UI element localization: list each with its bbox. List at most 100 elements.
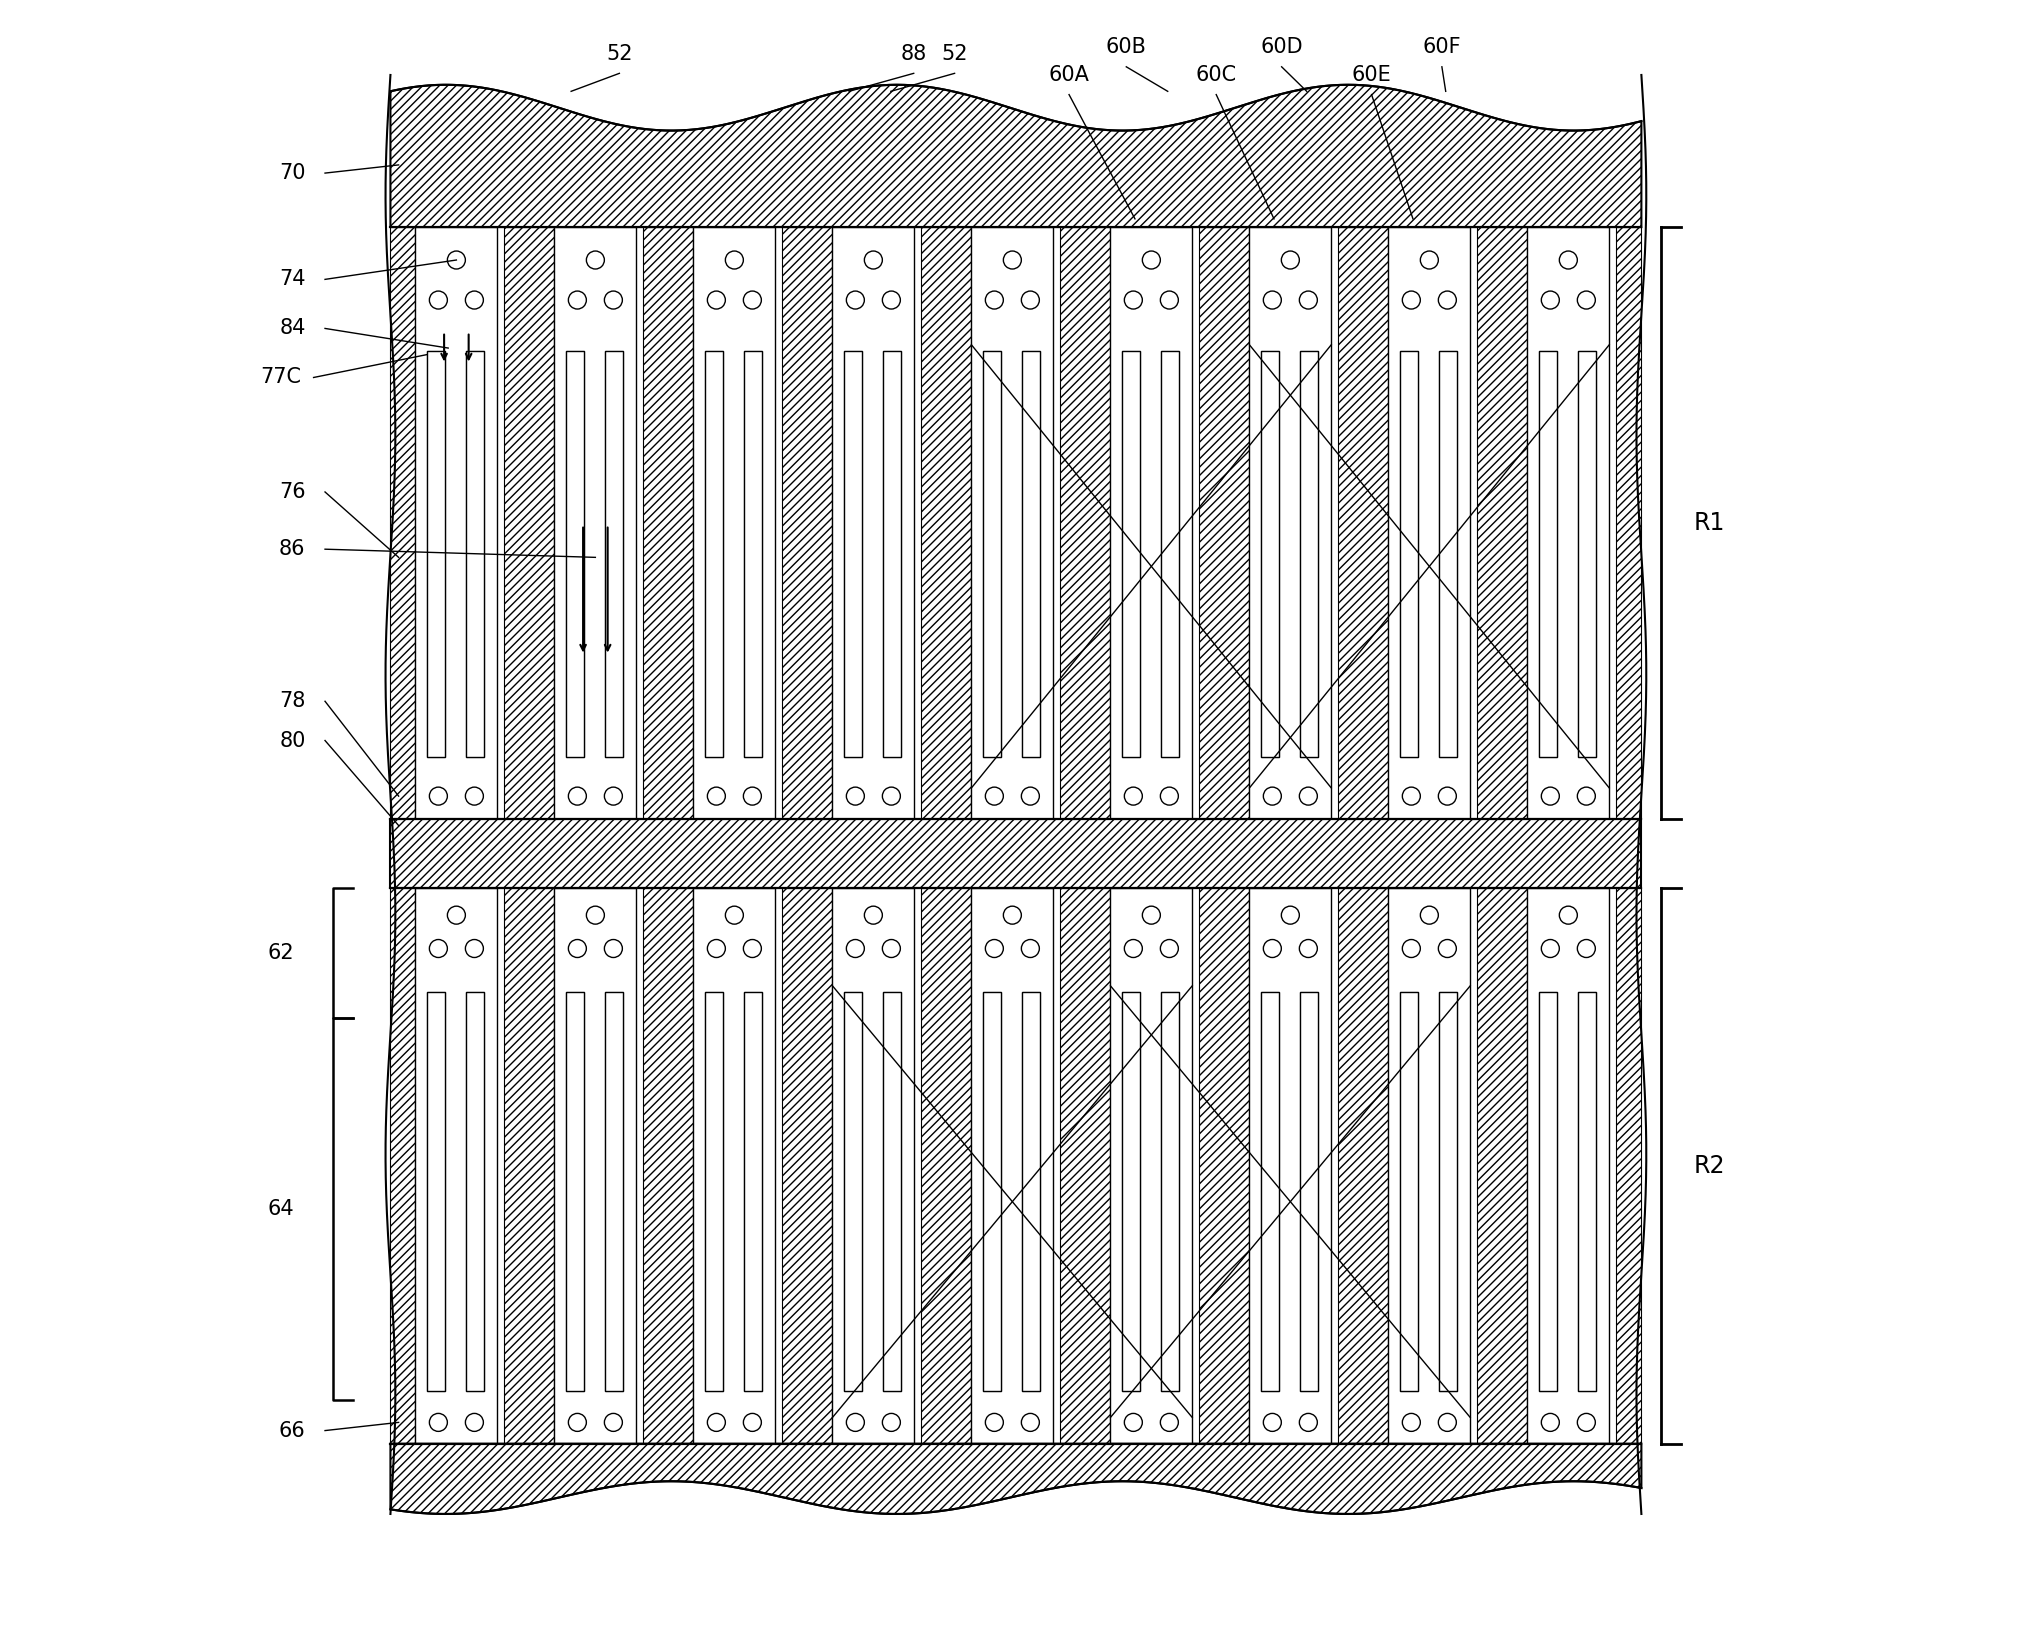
Bar (1578, 993, 1594, 1391)
Bar (1060, 888, 1109, 1443)
Bar (467, 351, 483, 757)
Text: 62: 62 (267, 943, 294, 963)
Circle shape (1123, 1414, 1142, 1432)
Bar (504, 888, 555, 1443)
Circle shape (1541, 788, 1558, 806)
Text: 60F: 60F (1421, 38, 1460, 57)
Circle shape (569, 1414, 585, 1432)
Bar (1399, 351, 1417, 757)
Circle shape (585, 251, 604, 269)
Bar (705, 993, 722, 1391)
Text: 66: 66 (279, 1420, 306, 1440)
Circle shape (708, 1414, 726, 1432)
Text: 88: 88 (899, 44, 926, 64)
Circle shape (1576, 788, 1594, 806)
Circle shape (742, 1414, 761, 1432)
Bar (1160, 993, 1179, 1391)
Circle shape (726, 906, 742, 924)
Circle shape (1003, 906, 1022, 924)
Circle shape (1576, 940, 1594, 958)
Bar (565, 351, 583, 757)
Circle shape (1558, 251, 1576, 269)
Bar (1299, 351, 1317, 757)
Circle shape (604, 1414, 622, 1432)
Text: 60B: 60B (1105, 38, 1146, 57)
Circle shape (1262, 940, 1280, 958)
Bar (832, 888, 913, 1443)
Bar (1537, 351, 1556, 757)
Circle shape (846, 940, 865, 958)
Bar (565, 993, 583, 1391)
Circle shape (465, 1414, 483, 1432)
Circle shape (428, 940, 447, 958)
Bar (1615, 228, 1641, 819)
Text: 70: 70 (279, 164, 306, 183)
Circle shape (1262, 1414, 1280, 1432)
Bar (983, 351, 1001, 757)
Circle shape (1576, 1414, 1594, 1432)
Circle shape (1003, 251, 1022, 269)
Circle shape (865, 251, 883, 269)
Bar (1022, 351, 1040, 757)
Circle shape (742, 292, 761, 310)
Bar (1022, 351, 1040, 757)
Text: R2: R2 (1692, 1153, 1725, 1178)
Circle shape (1401, 788, 1419, 806)
Bar (1109, 228, 1191, 819)
Circle shape (708, 788, 726, 806)
Bar (705, 351, 722, 757)
Bar (844, 351, 862, 757)
Circle shape (846, 292, 865, 310)
Circle shape (585, 906, 604, 924)
Circle shape (985, 940, 1003, 958)
Circle shape (1401, 940, 1419, 958)
Circle shape (846, 1414, 865, 1432)
Bar (467, 993, 483, 1391)
Bar (1437, 351, 1456, 757)
Bar (1437, 993, 1456, 1391)
Bar (416, 888, 498, 1443)
Bar (565, 351, 583, 757)
Circle shape (1262, 788, 1280, 806)
Circle shape (604, 940, 622, 958)
Bar (1121, 351, 1140, 757)
Bar (705, 351, 722, 757)
Circle shape (1299, 940, 1317, 958)
Text: 52: 52 (606, 44, 632, 64)
Bar (1299, 993, 1317, 1391)
Text: 74: 74 (279, 269, 306, 290)
Bar (1299, 351, 1317, 757)
Circle shape (985, 1414, 1003, 1432)
Circle shape (428, 292, 447, 310)
Bar (416, 228, 498, 819)
Circle shape (1280, 906, 1299, 924)
Bar (1399, 351, 1417, 757)
Circle shape (985, 788, 1003, 806)
Circle shape (1437, 292, 1456, 310)
Circle shape (846, 788, 865, 806)
Bar (1109, 888, 1191, 1443)
Bar (1160, 351, 1179, 757)
Bar (1299, 993, 1317, 1391)
Bar (922, 228, 971, 819)
Bar (1160, 993, 1179, 1391)
Circle shape (1142, 251, 1160, 269)
Circle shape (1541, 292, 1558, 310)
Circle shape (883, 292, 899, 310)
Circle shape (883, 788, 899, 806)
Bar (1022, 993, 1040, 1391)
Bar (1537, 993, 1556, 1391)
Bar (467, 351, 483, 757)
Bar (744, 351, 763, 757)
Bar (1338, 888, 1389, 1443)
Bar (389, 819, 1641, 888)
Circle shape (1022, 788, 1038, 806)
Circle shape (1299, 788, 1317, 806)
Circle shape (883, 940, 899, 958)
Bar (606, 351, 622, 757)
Bar (705, 993, 722, 1391)
Circle shape (1142, 906, 1160, 924)
Bar (606, 351, 622, 757)
Text: 60D: 60D (1260, 38, 1303, 57)
Circle shape (742, 788, 761, 806)
